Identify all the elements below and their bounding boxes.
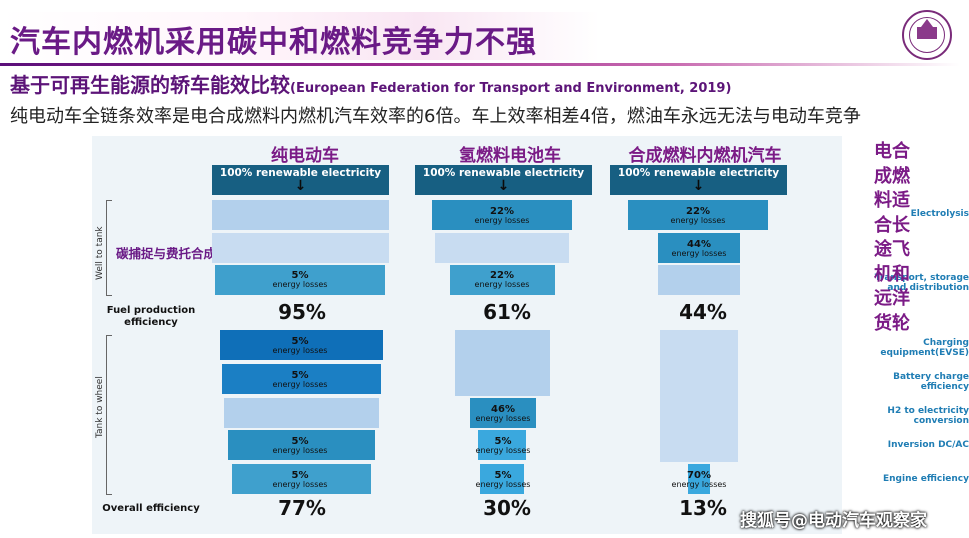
subtitle-main: 基于可再生能源的轿车能效比较 [10,73,290,97]
summary-text: 纯电动车全链条效率是电合成燃料内燃机汽车效率的6倍。车上效率相差4倍，燃油车永远… [10,106,861,127]
loss-label: 5% energy losses [272,370,328,390]
renewable-label: 100% renewable electricity [422,167,585,179]
bev-electrolysis-bar [212,200,389,230]
loss-label: 5% energy losses [272,336,328,356]
fuel-eff-h2: 61% [483,300,531,324]
renewable-bar-efuel: 100% renewable electricity ↓ [610,165,787,195]
loss-label: 46% energy losses [475,404,531,424]
efuel-synthesis-bar [658,233,740,263]
bev-h2-conversion-bar [224,398,379,428]
loss-label: 5% energy losses [272,270,328,290]
stage-electrolysis: Electrolysis [910,209,969,219]
stage-transport-label: Transport, storage and distribution [874,273,969,293]
column-header-efuel: 合成燃料内燃机汽车 [628,146,782,166]
stage-transport: Transport, storage and distribution [770,273,969,293]
university-logo [902,10,952,60]
column-header-h2: 氢燃料电池车 [459,146,561,166]
wtt-bracket [106,200,112,296]
loss-label: 5% energy losses [272,470,328,490]
bev-transport-bar [215,265,385,295]
overall-eff-efuel: 13% [679,496,727,520]
stage-h2-conversion: H2 to electricity conversion [887,406,969,426]
stage-carbon-capture: 碳捕捉与费托合成 [116,246,217,261]
stage-inversion: Inversion DC/AC [887,440,969,450]
loss-label: 5% energy losses [475,436,531,456]
loss-label: 5% energy losses [272,436,328,456]
renewable-label: 100% renewable electricity [617,167,780,179]
h2-inversion-bar [478,430,526,460]
watermark: 搜狐号@电动汽车观察家 [740,511,927,531]
stage-charging: Charging equipment(EVSE) [880,338,969,358]
efuel-ttw-bar [660,330,738,462]
down-arrow-icon: ↓ [692,178,705,194]
wtt-group-label: Well to tank [95,226,105,280]
loss-label: 22% energy losses [474,206,530,226]
loss-label: 44% energy losses [671,239,727,259]
overall-efficiency-label: Overall efficiency [102,503,200,514]
renewable-bar-bev: 100% renewable electricity ↓ [212,165,389,195]
overall-eff-h2: 30% [483,496,531,520]
column-header-bev: 纯电动车 [271,146,339,166]
h2-engine-bar [480,464,524,494]
h2-conversion-bar [470,398,536,428]
renewable-label: 100% renewable electricity [219,167,382,179]
loss-label: 22% energy losses [670,206,726,226]
bev-inversion-bar [228,430,375,460]
bev-engine-bar [232,464,371,494]
fuel-eff-bev: 95% [278,300,326,324]
fuel-eff-efuel: 44% [679,300,727,324]
loss-label: 70% energy losses [671,470,727,490]
h2-charging-battery-bar [455,330,550,396]
stage-battery: Battery charge efficiency [893,372,969,392]
bev-synthesis-bar [212,233,389,263]
down-arrow-icon: ↓ [294,178,307,194]
bev-battery-bar [222,364,381,394]
loss-label: 22% energy losses [474,270,530,290]
bev-charging-bar [220,330,383,360]
renewable-bar-h2: 100% renewable electricity ↓ [415,165,592,195]
efuel-transport-bar [658,265,740,295]
page-title: 汽车内燃机采用碳中和燃料竞争力不强 [10,25,537,60]
citation: (European Federation for Transport and E… [290,81,732,96]
stage-engine: Engine efficiency [882,474,969,484]
ttw-group-label: Tank to wheel [95,376,105,438]
title-rule [0,63,960,66]
efuel-electrolysis-bar [628,200,768,230]
loss-label: 5% energy losses [475,470,531,490]
fuel-efficiency-label: Fuel production efficiency [106,305,196,328]
subtitle: 基于可再生能源的轿车能效比较(European Federation for T… [10,69,731,98]
ttw-bracket [106,335,112,495]
efuel-engine-bar [688,464,710,494]
h2-synthesis-bar [435,233,569,263]
side-note: 电合成燃料适合长途飞机和远洋货轮 [874,141,910,334]
title-band [0,12,600,60]
overall-eff-bev: 77% [278,496,326,520]
down-arrow-icon: ↓ [497,178,510,194]
h2-transport-bar [450,265,555,295]
h2-electrolysis-bar [432,200,572,230]
